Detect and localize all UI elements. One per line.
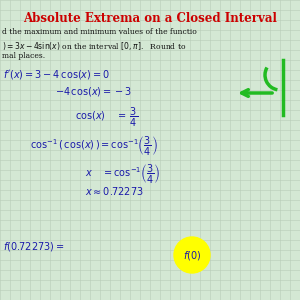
Text: $\cos(x) \;\;\;\;= \;\dfrac{3}{4}$: $\cos(x) \;\;\;\;= \;\dfrac{3}{4}$: [75, 106, 138, 129]
Text: $\cos^{-1}(\,\cos(x)\,) = \cos^{-1}\!\left(\dfrac{3}{4}\right)$: $\cos^{-1}(\,\cos(x)\,) = \cos^{-1}\!\le…: [30, 135, 158, 158]
Text: $x \approx 0.72273$: $x \approx 0.72273$: [85, 185, 144, 197]
Text: d the maximum and minimum values of the functio: d the maximum and minimum values of the …: [2, 28, 197, 36]
Text: Absolute Extrema on a Closed Interval: Absolute Extrema on a Closed Interval: [23, 12, 277, 25]
Text: $) = 3x - 4\sin(x)$ on the interval $[0, \pi]$.   Round to: $) = 3x - 4\sin(x)$ on the interval $[0,…: [2, 40, 187, 52]
Text: $x \;\;\;\;= \cos^{-1}\!\left(\dfrac{3}{4}\right)$: $x \;\;\;\;= \cos^{-1}\!\left(\dfrac{3}{…: [85, 163, 160, 186]
Text: $f(0.72273) = $: $f(0.72273) = $: [3, 240, 64, 253]
Text: mal places.: mal places.: [2, 52, 45, 60]
Text: $f'(x) = 3 - 4\,\cos(x) = 0$: $f'(x) = 3 - 4\,\cos(x) = 0$: [3, 68, 110, 81]
Circle shape: [174, 237, 210, 273]
Text: $f(0)$: $f(0)$: [183, 248, 201, 262]
Text: $-4\,\cos(x) = -3$: $-4\,\cos(x) = -3$: [55, 85, 132, 98]
